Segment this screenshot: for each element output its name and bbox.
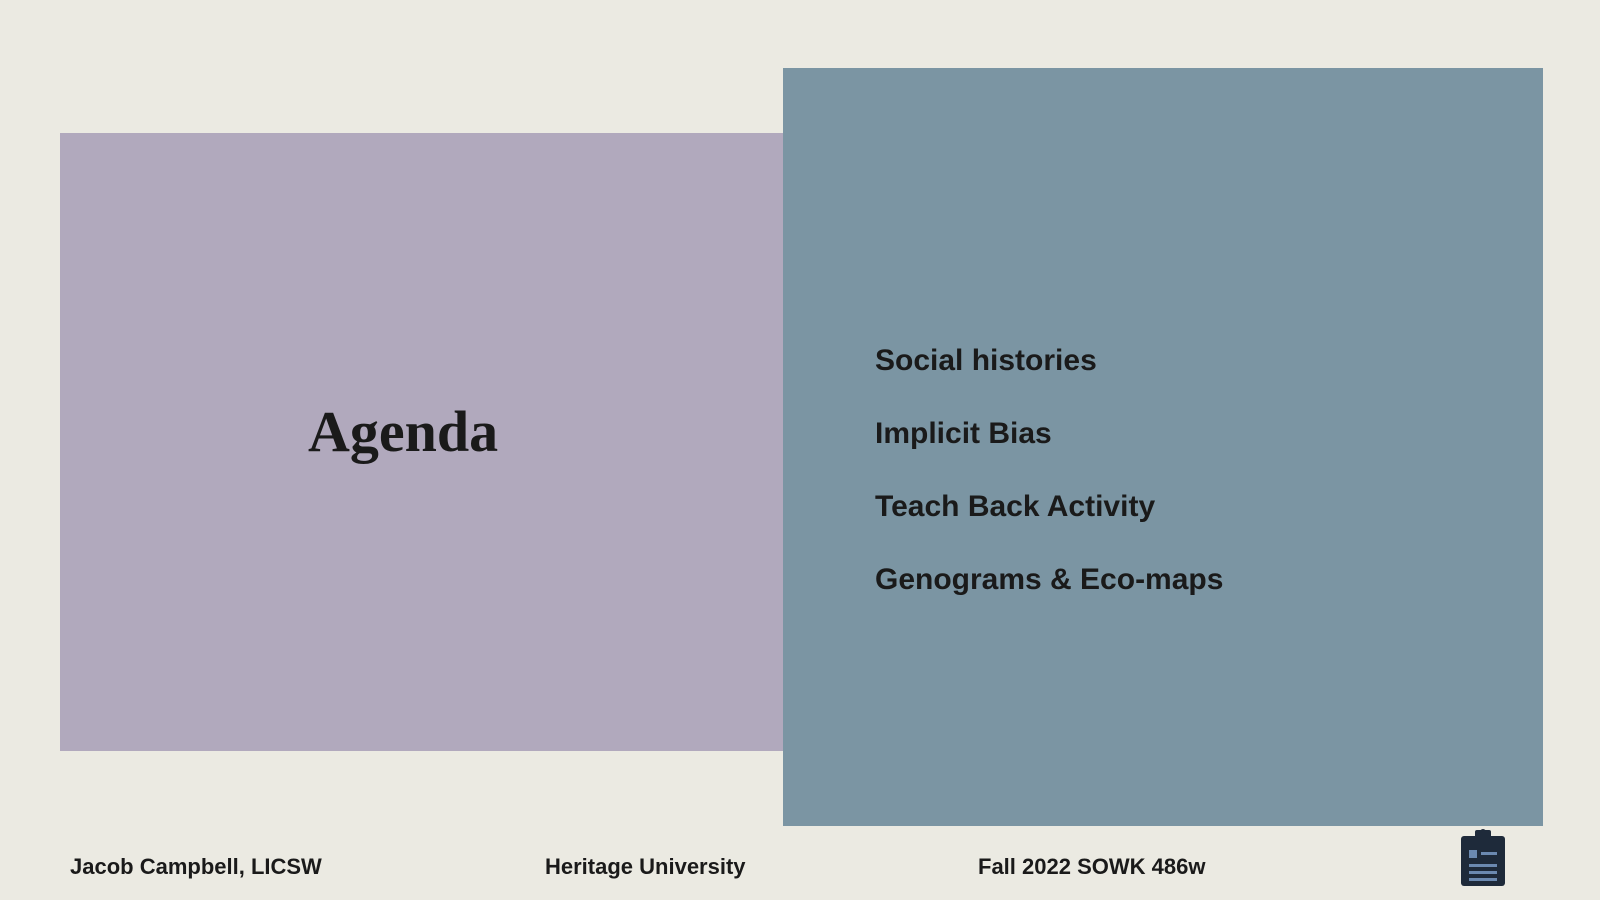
footer-institution: Heritage University (545, 854, 746, 880)
agenda-item: Teach Back Activity (875, 490, 1223, 524)
agenda-item: Social histories (875, 344, 1223, 378)
agenda-list: Social histories Implicit Bias Teach Bac… (875, 344, 1223, 597)
agenda-item: Implicit Bias (875, 417, 1223, 451)
clipboard-icon (1457, 828, 1509, 888)
footer-course: Fall 2022 SOWK 486w (978, 854, 1205, 880)
footer-author: Jacob Campbell, LICSW (70, 854, 322, 880)
agenda-title: Agenda (308, 398, 498, 465)
agenda-item: Genograms & Eco-maps (875, 563, 1223, 597)
